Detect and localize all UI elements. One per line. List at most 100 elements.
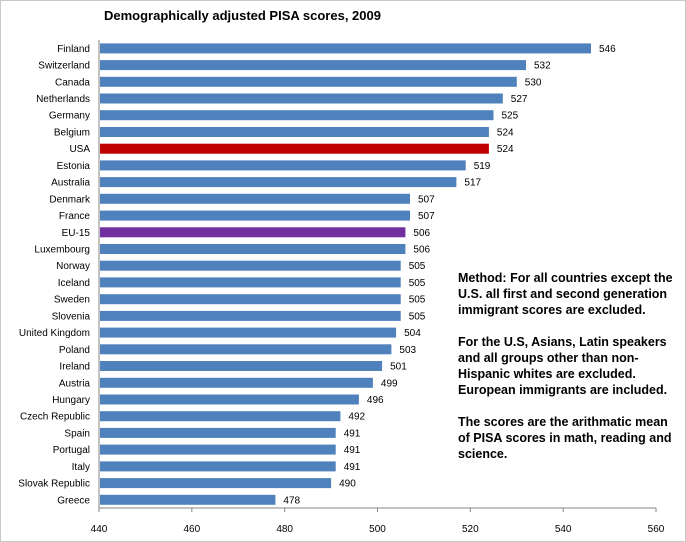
bar-norway (100, 260, 401, 271)
x-axis: 440 460 480 500 520 540 560 (91, 40, 665, 535)
bar-italy (100, 461, 336, 472)
bar-greece (100, 494, 276, 505)
x-tick-label-560: 560 (648, 524, 665, 535)
value-label-france: 507 (418, 211, 435, 222)
bars-group (100, 43, 591, 505)
value-label-denmark: 507 (418, 194, 435, 205)
category-label-usa: USA (69, 144, 90, 155)
bar-spain (100, 427, 336, 438)
bar-poland (100, 344, 392, 355)
chart-title: Demographically adjusted PISA scores, 20… (104, 8, 381, 23)
value-label-sweden: 505 (409, 295, 426, 306)
category-label-finland: Finland (57, 44, 90, 55)
value-label-belgium: 524 (497, 128, 514, 139)
category-label-italy: Italy (72, 462, 90, 473)
value-label-switzerland: 532 (534, 61, 551, 72)
value-labels-group: 546 532 530 527 525 524 524 519 517 507 507 506 506 5… (283, 44, 616, 506)
bar-usa (100, 143, 489, 154)
category-label-luxembourg: Luxembourg (34, 245, 90, 256)
value-label-italy: 491 (344, 462, 361, 473)
value-label-austria: 499 (381, 378, 398, 389)
bar-eu-15 (100, 227, 406, 238)
bar-austria (100, 377, 373, 388)
value-label-iceland: 505 (409, 278, 426, 289)
bar-germany (100, 110, 494, 121)
category-label-belgium: Belgium (54, 128, 90, 139)
value-label-australia: 517 (464, 178, 481, 189)
category-label-australia: Australia (51, 178, 90, 189)
value-label-eu-15: 506 (413, 228, 430, 239)
value-label-czech-republic: 492 (348, 412, 365, 423)
category-label-poland: Poland (59, 345, 90, 356)
value-label-germany: 525 (502, 111, 519, 122)
category-label-hungary: Hungary (52, 395, 90, 406)
bar-switzerland (100, 60, 526, 71)
x-tick-label-500: 500 (369, 524, 386, 535)
value-label-greece: 478 (283, 495, 300, 506)
bar-france (100, 210, 410, 221)
bar-netherlands (100, 93, 503, 104)
category-label-denmark: Denmark (49, 194, 91, 205)
category-label-iceland: Iceland (58, 278, 90, 289)
bar-iceland (100, 277, 401, 288)
value-label-poland: 503 (399, 345, 416, 356)
bar-portugal (100, 444, 336, 455)
value-label-finland: 546 (599, 44, 616, 55)
x-tick-label-540: 540 (555, 524, 572, 535)
category-label-portugal: Portugal (53, 445, 90, 456)
value-label-spain: 491 (344, 428, 361, 439)
value-label-slovenia: 505 (409, 311, 426, 322)
value-label-portugal: 491 (344, 445, 361, 456)
bar-luxembourg (100, 244, 406, 254)
category-label-united-kingdom: United Kingdom (19, 328, 90, 339)
bar-finland (100, 43, 591, 54)
method-note-1: Method: For all countries except the U.S… (458, 271, 673, 317)
bar-belgium (100, 127, 489, 137)
value-label-usa: 524 (497, 144, 514, 155)
category-label-france: France (59, 211, 91, 222)
category-label-austria: Austria (59, 378, 91, 389)
bar-australia (100, 177, 457, 188)
category-label-ireland: Ireland (59, 362, 90, 373)
value-label-netherlands: 527 (511, 94, 528, 105)
category-label-czech-republic: Czech Republic (20, 412, 90, 423)
bar-hungary (100, 394, 359, 405)
category-labels-group: Finland Switzerland Canada Netherlands Germa… (18, 44, 91, 506)
category-label-estonia: Estonia (57, 161, 91, 172)
category-label-canada: Canada (55, 77, 90, 88)
bar-united-kingdom (100, 327, 397, 338)
x-tick-label-460: 460 (183, 524, 200, 535)
bar-ireland (100, 361, 383, 371)
value-label-norway: 505 (409, 261, 426, 272)
bar-estonia (100, 160, 466, 171)
category-label-sweden: Sweden (54, 295, 90, 306)
value-label-estonia: 519 (474, 161, 491, 172)
x-tick-label-520: 520 (462, 524, 479, 535)
bar-czech-republic (100, 411, 341, 422)
x-tick-label-480: 480 (276, 524, 293, 535)
bar-slovenia (100, 310, 401, 321)
category-label-spain: Spain (64, 428, 90, 439)
category-label-switzerland: Switzerland (38, 61, 90, 72)
value-label-luxembourg: 506 (413, 245, 430, 256)
bar-denmark (100, 193, 410, 204)
value-label-canada: 530 (525, 77, 542, 88)
bar-slovak-republic (100, 478, 332, 489)
value-label-united-kingdom: 504 (404, 328, 421, 339)
category-label-netherlands: Netherlands (36, 94, 90, 105)
value-label-slovak-republic: 490 (339, 479, 356, 490)
x-tick-label-440: 440 (91, 524, 108, 535)
category-label-eu-15: EU-15 (62, 228, 91, 239)
bar-canada (100, 76, 517, 87)
method-notes: Method: For all countries except the U.S… (458, 270, 680, 478)
method-note-3: The scores are the arithmatic mean of PI… (458, 415, 672, 461)
category-label-slovenia: Slovenia (52, 311, 91, 322)
bar-sweden (100, 294, 401, 305)
category-label-germany: Germany (49, 111, 90, 122)
value-label-hungary: 496 (367, 395, 384, 406)
value-label-ireland: 501 (390, 362, 407, 373)
category-label-slovak-republic: Slovak Republic (18, 479, 90, 490)
category-label-greece: Greece (57, 495, 90, 506)
category-label-norway: Norway (56, 261, 90, 272)
